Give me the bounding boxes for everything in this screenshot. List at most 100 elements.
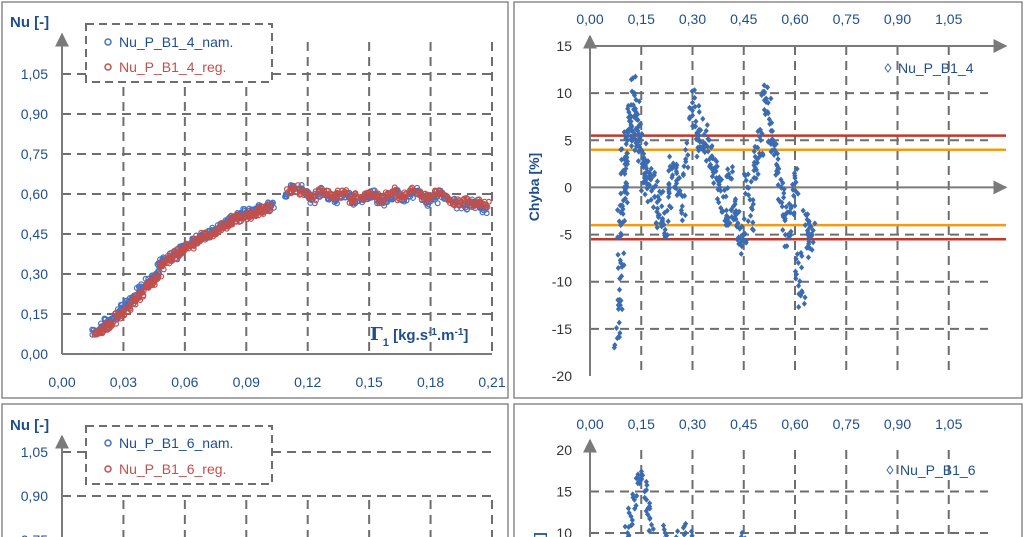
chart2-point-67-1 [810, 227, 816, 234]
chart2-point-57-1 [773, 149, 780, 156]
chart4-point-12-4 [680, 524, 687, 531]
chart3-legend-label-reg: Nu_P_B1_6_reg. [119, 461, 226, 477]
chart4-point-1 [624, 530, 631, 536]
chart2-point-19-5 [640, 150, 647, 157]
chart2-point-31-0 [684, 139, 690, 146]
chart4-point-4-3 [635, 471, 641, 478]
chart2-point-36-7 [706, 136, 712, 143]
chart2-point-0-6 [617, 330, 623, 337]
chart4-point-3-3 [633, 502, 639, 509]
chart1-point-s1-38-1 [246, 207, 253, 214]
chart1-point-s1-54-3 [351, 196, 358, 203]
chart2-point-58-4 [778, 184, 785, 191]
chart2-point-3-6 [618, 230, 624, 237]
chart2-point-30-5 [679, 209, 685, 216]
chart2-point-4-7 [621, 217, 628, 224]
chart2-point-58-1 [781, 190, 787, 197]
chart1-point-s1-48-5 [315, 186, 322, 193]
chart2-point-25-7 [661, 230, 668, 237]
chart1-point-s1-54-5 [352, 190, 359, 197]
chart2-point-10-1 [628, 113, 634, 120]
chart4-grid [590, 450, 988, 537]
chart1-point-s1-35-5 [236, 218, 243, 225]
chart1-point-s1-49-5 [320, 187, 327, 194]
chart3-legend: Nu_P_B1_6_nam. Nu_P_B1_6_reg. [85, 425, 273, 485]
chart2-point-20-0 [644, 185, 650, 192]
chart2-point-49-0 [750, 219, 756, 226]
chart4-point-11-0 [675, 528, 681, 535]
chart2-point-46-4 [734, 236, 740, 243]
chart2-point-40-5 [718, 176, 725, 183]
chart2-point-52-6 [759, 130, 765, 137]
chart1-point-s1-60-5 [392, 186, 399, 193]
chart1-point-s1-66-5 [425, 196, 432, 203]
chart2-point-51-7 [755, 171, 761, 178]
chart2-ytick-7: -20 [552, 368, 572, 384]
chart2-point-39-7 [713, 168, 719, 175]
chart1-point-s1-31-2 [218, 219, 225, 226]
chart2-point-31-1 [683, 158, 689, 165]
chart2-point-60-5 [782, 243, 788, 250]
chart1-point-s1-4-4 [107, 321, 114, 328]
chart2-point-31-6 [680, 172, 686, 179]
chart4-xtick-7: 1,05 [935, 416, 962, 432]
chart2-point-61-2 [787, 208, 793, 215]
chart1-point-s1-30-4 [214, 226, 221, 233]
chart1-legend-marker-nam [104, 38, 112, 46]
chart2-xtick-0: 0,00 [576, 11, 603, 27]
chart2-point-12-5 [629, 88, 635, 95]
chart1-xtick-2: 0,06 [171, 374, 198, 390]
chart2-point-41-2 [723, 193, 729, 200]
chart2-point-11-7 [629, 123, 635, 130]
chart2-point-53-7 [759, 92, 765, 99]
chart4-points [622, 468, 747, 537]
chart2-point-13-7 [631, 106, 637, 113]
chart2-point-56-4 [771, 142, 778, 149]
chart2-legend-marker [884, 63, 892, 73]
chart2-point-0-7 [616, 333, 622, 340]
chart2-point-2-3 [615, 251, 621, 258]
chart1-point-s1-56-5 [364, 191, 371, 198]
chart2-point-38-6 [709, 173, 715, 180]
chart2-point-28-7 [674, 192, 680, 199]
chart1-point-s1-16-4 [160, 266, 167, 273]
chart4-point-7-3 [647, 500, 653, 507]
chart2-point-60-7 [782, 231, 788, 238]
chart4-point-12-3 [683, 520, 689, 527]
chart2-point-26-4 [664, 207, 670, 214]
chart4-ytick-1: 15 [556, 484, 572, 500]
chart2-point-26-5 [666, 184, 673, 191]
chart2-point-39-6 [714, 158, 720, 165]
chart2-point-34-5 [697, 127, 704, 134]
chart4-xtick-5: 0,75 [833, 416, 860, 432]
chart1-point-s1-67-3 [431, 191, 438, 198]
chart2-point-57-6 [775, 169, 781, 176]
chart2-point-11-6 [630, 134, 637, 141]
chart2-point-5-3 [624, 199, 630, 206]
chart2-point-1-6 [615, 306, 622, 313]
chart2-point-37-1 [704, 143, 711, 150]
chart2-point-19-1 [645, 158, 651, 165]
chart2-point-37-5 [705, 148, 711, 155]
chart2-point-25-3 [662, 226, 668, 233]
chart1-point-s1-44-4 [289, 185, 296, 192]
chart2-point-3-7 [615, 234, 621, 241]
chart2-point-57-0 [775, 156, 781, 163]
chart4-xtick-1: 0,15 [628, 416, 655, 432]
chart2-point-40 [717, 184, 723, 191]
chart1-ytick-3: 0,45 [21, 226, 48, 242]
chart2-point-56-0 [769, 136, 776, 143]
chart1-point-s0-48-5 [307, 199, 314, 206]
chart2-point-21-5 [648, 172, 654, 179]
chart1-point-s0-52-5 [331, 199, 338, 206]
chart1-point-s1-20-5 [174, 251, 181, 258]
chart2-point-48-4 [747, 196, 753, 203]
chart2-point-60-4 [782, 215, 788, 222]
chart2-point-44-7 [729, 213, 735, 220]
chart2-point-63-1 [793, 275, 799, 282]
chart2-point-60-6 [788, 228, 794, 235]
chart1-point-s1-62-5 [400, 194, 407, 201]
chart1-axes [55, 32, 492, 355]
chart2-point-25-5 [661, 221, 667, 228]
chart2-point-15-7 [635, 123, 641, 130]
